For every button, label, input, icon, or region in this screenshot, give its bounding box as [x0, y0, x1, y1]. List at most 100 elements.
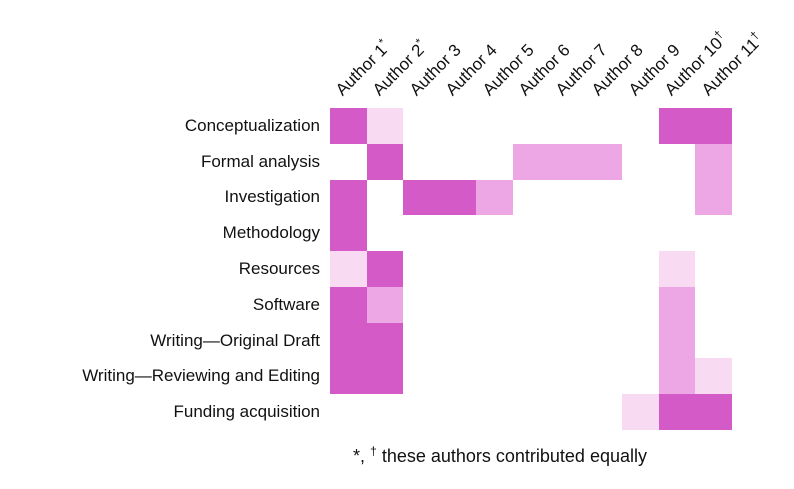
heatmap-cell	[658, 394, 696, 430]
heatmap-cell	[439, 108, 477, 144]
heatmap-cell	[512, 394, 550, 430]
heatmap-cell	[512, 108, 550, 144]
heatmap-grid	[330, 108, 732, 430]
heatmap-cell	[512, 143, 550, 180]
heatmap-cell	[512, 251, 550, 287]
heatmap-cell	[658, 286, 696, 323]
heatmap-cell	[330, 286, 367, 323]
heatmap-cell	[585, 215, 623, 252]
row-label: Formal analysis	[200, 151, 320, 171]
heatmap-cell	[403, 394, 440, 430]
heatmap-cell	[476, 358, 513, 395]
heatmap-cell	[403, 322, 440, 359]
heatmap-cell	[658, 322, 696, 359]
heatmap-cell	[622, 251, 659, 287]
heatmap-cell	[330, 251, 367, 287]
heatmap-cell	[366, 286, 404, 323]
heatmap-cell	[403, 358, 440, 395]
heatmap-cell	[622, 322, 659, 359]
heatmap-cell	[330, 143, 367, 180]
heatmap-cell	[366, 251, 404, 287]
heatmap-cell	[512, 179, 550, 216]
heatmap-cell	[476, 215, 513, 252]
heatmap-cell	[585, 358, 623, 395]
heatmap-cell	[549, 215, 586, 252]
heatmap-cell	[658, 358, 696, 395]
heatmap-cell	[330, 215, 367, 252]
heatmap-cell	[585, 394, 623, 430]
heatmap-cell	[695, 251, 732, 287]
heatmap-cell	[512, 358, 550, 395]
row-label: Resources	[238, 259, 320, 278]
row-label: Writing—Reviewing and Editing	[82, 366, 320, 386]
heatmap-cell	[695, 179, 732, 216]
heatmap-cell	[476, 251, 513, 287]
heatmap-cell	[549, 394, 586, 430]
heatmap-cell	[330, 179, 367, 216]
heatmap-cell	[622, 179, 659, 216]
heatmap-cell	[622, 358, 659, 395]
heatmap-cell	[549, 286, 586, 323]
heatmap-cell	[695, 358, 732, 395]
heatmap-cell	[403, 108, 440, 144]
heatmap-cell	[512, 286, 550, 323]
heatmap-cell	[439, 179, 477, 216]
heatmap-cell	[658, 143, 696, 180]
heatmap-cell	[366, 394, 404, 430]
heatmap-cell	[476, 108, 513, 144]
heatmap-cell	[366, 108, 404, 144]
heatmap-cell	[695, 215, 732, 252]
heatmap-cell	[439, 394, 477, 430]
heatmap-cell	[585, 143, 623, 180]
heatmap-cell	[330, 108, 367, 144]
row-label: Conceptualization	[184, 115, 320, 135]
heatmap-cell	[439, 215, 477, 252]
heatmap-cell	[658, 251, 696, 287]
heatmap-cell	[585, 286, 623, 323]
heatmap-cell	[476, 394, 513, 430]
heatmap-cell	[585, 179, 623, 216]
footnote: *, † these authors contributed equally	[280, 444, 720, 467]
heatmap-cell	[439, 143, 477, 180]
heatmap-cell	[658, 108, 696, 144]
heatmap-cell	[512, 322, 550, 359]
heatmap-cell	[585, 251, 623, 287]
row-label: Software	[252, 294, 320, 314]
heatmap-cell	[622, 394, 659, 430]
heatmap-cell	[695, 394, 732, 430]
heatmap-cell	[330, 358, 367, 395]
heatmap-cell	[330, 322, 367, 359]
row-label: Writing—Original Draft	[150, 330, 320, 350]
heatmap-cell	[476, 179, 513, 216]
heatmap-cell	[366, 322, 404, 359]
heatmap-cell	[330, 394, 367, 430]
heatmap-cell	[549, 251, 586, 287]
heatmap-cell	[366, 215, 404, 252]
heatmap-cell	[476, 322, 513, 359]
heatmap-cell	[549, 358, 586, 395]
heatmap-cell	[403, 215, 440, 252]
heatmap-cell	[403, 251, 440, 287]
heatmap-cell	[622, 108, 659, 144]
heatmap-cell	[366, 179, 404, 216]
heatmap-cell	[512, 215, 550, 252]
heatmap-cell	[658, 179, 696, 216]
heatmap-cell	[695, 108, 732, 144]
footnote-text: these authors contributed equally	[376, 446, 647, 466]
heatmap-cell	[366, 143, 404, 180]
heatmap-cell	[695, 143, 732, 180]
heatmap-cell	[439, 358, 477, 395]
heatmap-cell	[403, 143, 440, 180]
heatmap-cell	[695, 322, 732, 359]
heatmap-cell	[622, 143, 659, 180]
heatmap-cell	[622, 215, 659, 252]
row-label: Investigation	[224, 187, 320, 207]
footnote-dagger-icon: †	[370, 444, 377, 458]
heatmap-cell	[585, 322, 623, 359]
heatmap-cell	[695, 286, 732, 323]
heatmap-cell	[622, 286, 659, 323]
heatmap-cell	[439, 322, 477, 359]
heatmap-cell	[439, 286, 477, 323]
heatmap-cell	[476, 143, 513, 180]
heatmap-cell	[403, 286, 440, 323]
